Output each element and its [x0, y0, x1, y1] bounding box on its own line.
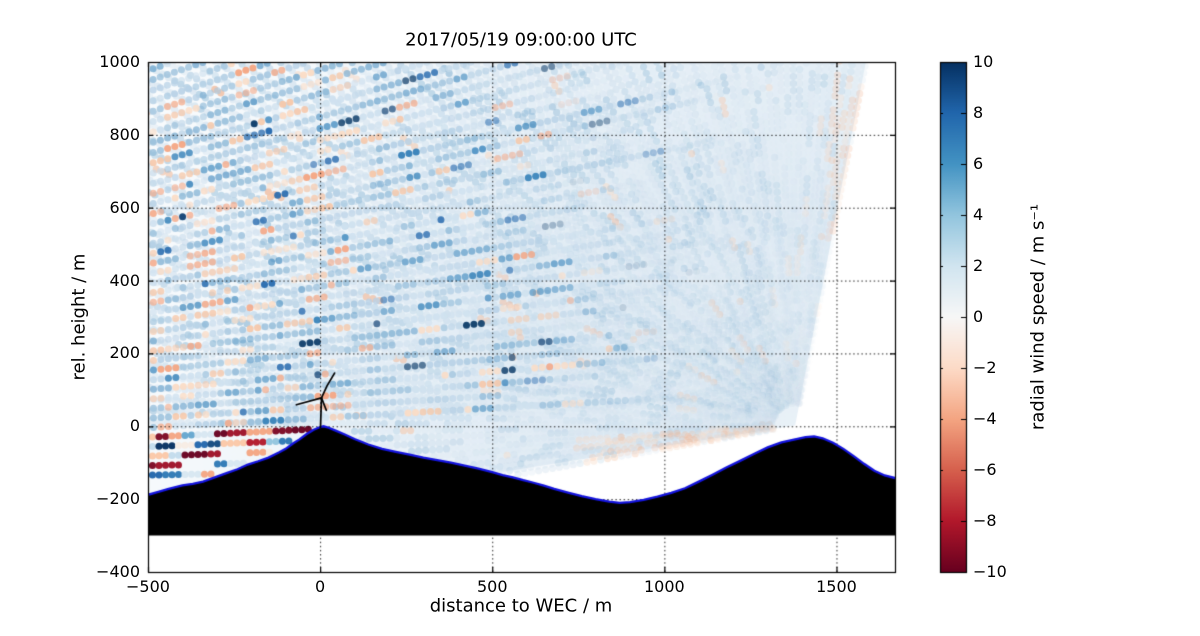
- y-tick-label: 800: [109, 124, 140, 144]
- colorbar-tick-label: −2: [973, 358, 997, 377]
- y-tick-label: 200: [109, 343, 140, 363]
- x-tick-label: 1000: [644, 577, 685, 596]
- colorbar-tick-label: −8: [973, 511, 997, 530]
- y-axis-label: rel. height / m: [68, 253, 90, 381]
- x-tick-label: −500: [126, 577, 170, 596]
- y-tick-label: 0: [129, 416, 140, 436]
- y-tick-label: −200: [96, 489, 140, 509]
- colorbar-tick-label: 8: [973, 103, 984, 122]
- colorbar-label: radial wind speed / m s⁻¹: [1027, 203, 1049, 431]
- colorbar-tick-label: 0: [973, 307, 984, 326]
- y-tick-label: 600: [109, 197, 140, 217]
- colorbar-tick-label: −6: [973, 460, 997, 479]
- colorbar-tick-label: 2: [973, 256, 984, 275]
- x-tick-label: 1500: [816, 577, 857, 596]
- colorbar-tick-label: −10: [973, 562, 1007, 581]
- y-tick-label: 1000: [99, 52, 140, 71]
- colorbar-tick-label: 6: [973, 154, 984, 173]
- colorbar-tick-label: 4: [973, 205, 984, 224]
- x-tick-label: 500: [476, 577, 508, 596]
- colorbar-tick-label: 10: [973, 52, 994, 71]
- colorbar-tick-label: −4: [973, 409, 997, 428]
- x-tick-label: 0: [315, 577, 326, 596]
- plot-title: 2017/05/19 09:00:00 UTC: [405, 29, 637, 51]
- x-axis-label: distance to WEC / m: [429, 595, 613, 617]
- y-tick-label: 400: [109, 270, 140, 290]
- y-tick-label: −400: [96, 562, 140, 581]
